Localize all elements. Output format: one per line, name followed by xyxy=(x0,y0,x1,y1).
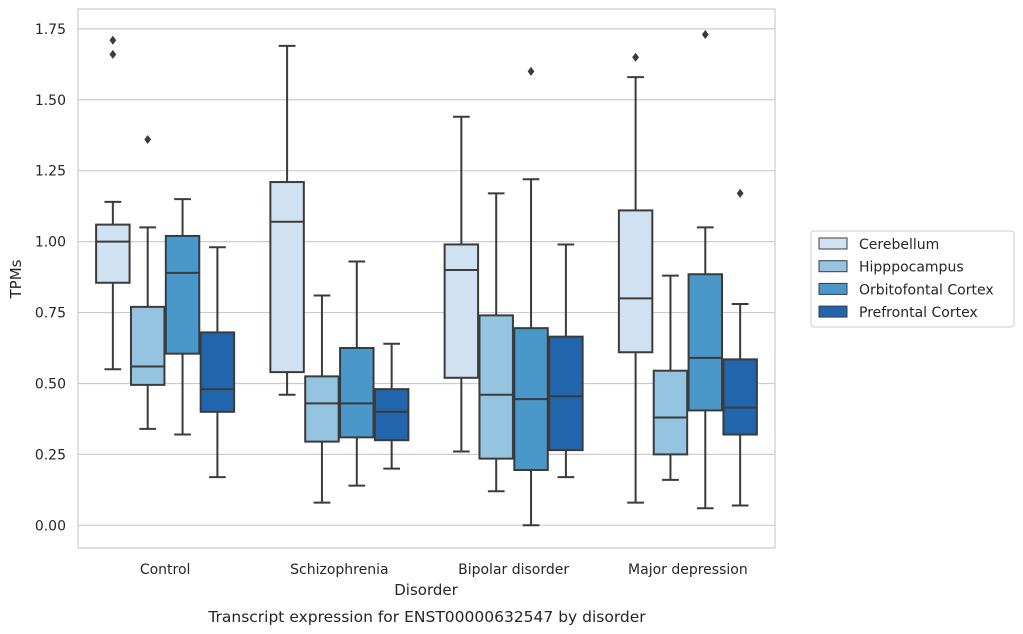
box-iqr xyxy=(548,335,584,452)
x-tick-label: Schizophrenia xyxy=(290,562,388,578)
legend-label: Orbitofontal Cortex xyxy=(859,282,994,298)
outlier-point xyxy=(632,52,639,62)
legend-swatch xyxy=(818,260,848,273)
box-iqr xyxy=(652,369,689,456)
outlier-point xyxy=(736,188,744,198)
outlier-point xyxy=(109,49,117,59)
box-cerebellum xyxy=(617,52,654,504)
legend-label: Cerebellum xyxy=(859,237,939,253)
y-tick-label: 1.50 xyxy=(35,93,66,109)
box-iqr xyxy=(269,181,305,374)
legend-swatch xyxy=(818,305,848,318)
plot-frame xyxy=(77,8,776,549)
box-cerebellum xyxy=(95,35,131,371)
box-prefrontal-cortex xyxy=(722,188,758,507)
x-axis-label: Disorder xyxy=(394,581,458,599)
y-tick-label: 0.00 xyxy=(35,518,66,534)
outlier-point xyxy=(701,30,709,40)
box-hipppocampus xyxy=(304,294,340,504)
box-prefrontal-cortex xyxy=(373,342,410,470)
box-iqr xyxy=(617,209,654,354)
box-iqr xyxy=(722,358,758,436)
box-orbitofontal-cortex xyxy=(164,198,201,436)
legend-label: Prefrontal Cortex xyxy=(859,305,978,321)
x-tick-label: Bipolar disorder xyxy=(458,562,569,578)
box-iqr xyxy=(199,331,236,413)
box-hipppocampus xyxy=(478,192,514,493)
chart-caption: Transcript expression for ENST0000063254… xyxy=(207,608,646,626)
y-tick-label: 1.75 xyxy=(35,22,66,38)
box-orbitofontal-cortex xyxy=(339,260,375,487)
box-iqr xyxy=(687,273,724,412)
legend-label: Hipppocampus xyxy=(859,260,964,276)
box-iqr xyxy=(373,388,410,442)
y-tick-label: 1.00 xyxy=(35,235,66,251)
legend-swatch xyxy=(818,237,848,250)
box-cerebellum xyxy=(443,115,480,453)
y-tick-label: 1.25 xyxy=(35,164,66,180)
x-axis-ticks: Control Schizophrenia Bipolar disorder Majo… xyxy=(140,562,748,578)
y-axis-ticks: 0.00 0.25 0.50 0.75 1.00 1.25 1.50 1.75 xyxy=(35,22,66,534)
legend-frame xyxy=(810,230,1015,328)
outlier-point xyxy=(144,134,152,144)
y-tick-label: 0.25 xyxy=(35,447,66,463)
box-iqr xyxy=(95,223,131,284)
box-iqr xyxy=(478,314,514,460)
box-iqr xyxy=(164,234,201,355)
box-cerebellum xyxy=(269,44,305,396)
box-plots xyxy=(95,30,758,527)
legend: Cerebellum Hipppocampus Orbitofontal Corte… xyxy=(810,230,1015,328)
x-tick-label: Major depression xyxy=(628,562,748,578)
box-iqr xyxy=(304,375,340,443)
y-tick-label: 0.75 xyxy=(35,306,66,322)
box-hipppocampus xyxy=(129,134,166,430)
box-iqr xyxy=(129,305,166,386)
box-prefrontal-cortex xyxy=(548,243,584,479)
box-iqr xyxy=(443,243,480,379)
box-iqr xyxy=(339,347,375,439)
box-prefrontal-cortex xyxy=(199,246,236,479)
box-orbitofontal-cortex xyxy=(513,66,549,527)
outlier-point xyxy=(109,35,117,45)
x-tick-label: Control xyxy=(140,562,191,578)
box-hipppocampus xyxy=(652,274,689,481)
box-orbitofontal-cortex xyxy=(687,30,724,510)
outlier-point xyxy=(527,66,535,76)
legend-swatch xyxy=(818,282,848,295)
y-tick-label: 0.50 xyxy=(35,376,66,392)
y-axis-label: TPMs xyxy=(7,259,25,299)
